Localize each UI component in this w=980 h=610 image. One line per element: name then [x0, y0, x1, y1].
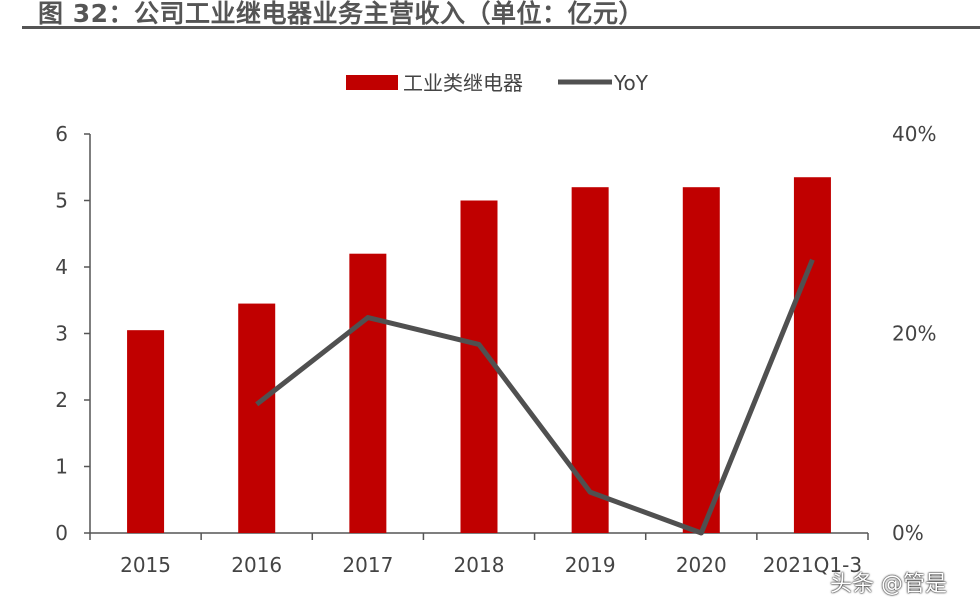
y2-tick-label: 0%	[892, 521, 924, 545]
x-tick-label: 2015	[120, 553, 171, 577]
bar	[127, 330, 165, 533]
y-tick-label: 2	[55, 388, 68, 412]
x-tick-label: 2021Q1-3	[763, 553, 862, 577]
bar	[571, 187, 609, 533]
y-tick-label: 4	[55, 255, 68, 279]
y2-tick-label: 20%	[892, 322, 936, 346]
x-tick-label: 2020	[676, 553, 727, 577]
y2-tick-label: 40%	[892, 122, 936, 146]
legend-swatch-bar	[346, 75, 398, 90]
x-tick-label: 2018	[454, 553, 505, 577]
bar	[460, 200, 498, 533]
y-tick-label: 1	[55, 455, 68, 479]
y-tick-label: 6	[55, 122, 68, 146]
y-tick-label: 0	[55, 521, 68, 545]
title-rule	[22, 26, 980, 29]
y-tick-label: 3	[55, 322, 68, 346]
x-tick-label: 2017	[342, 553, 393, 577]
x-tick-label: 2016	[231, 553, 282, 577]
y-tick-label: 5	[55, 189, 68, 213]
bar	[682, 187, 720, 533]
bar	[793, 177, 831, 533]
legend-label-bar: 工业类继电器	[403, 71, 523, 95]
legend-label-line: YoY	[613, 71, 649, 95]
bar	[349, 253, 387, 533]
chart-title: 图 32：公司工业继电器业务主营收入（单位：亿元）	[38, 0, 644, 28]
bar	[238, 303, 276, 533]
x-tick-label: 2019	[565, 553, 616, 577]
yoy-line	[255, 258, 815, 536]
watermark: 头条 @管是	[830, 572, 947, 597]
